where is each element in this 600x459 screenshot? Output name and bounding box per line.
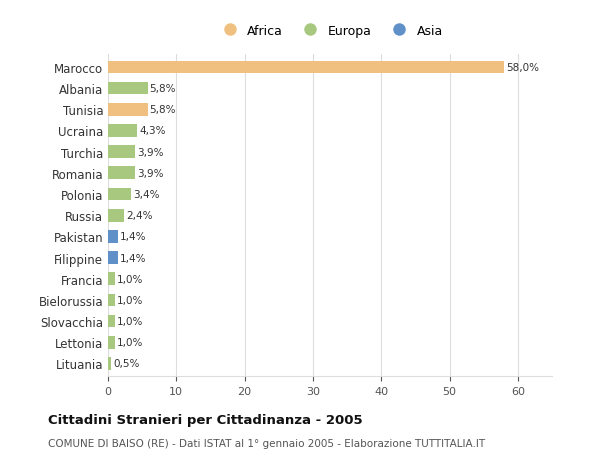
Text: 1,0%: 1,0% — [117, 274, 143, 284]
Bar — [108, 273, 115, 285]
Text: 3,9%: 3,9% — [137, 168, 163, 179]
Text: 1,4%: 1,4% — [119, 253, 146, 263]
Text: 3,4%: 3,4% — [133, 190, 160, 200]
Bar — [108, 146, 134, 159]
Bar — [108, 125, 137, 138]
Bar — [108, 294, 115, 307]
Text: 1,0%: 1,0% — [117, 337, 143, 347]
Bar — [108, 358, 112, 370]
Text: 5,8%: 5,8% — [149, 84, 176, 94]
Bar — [108, 230, 118, 243]
Text: 0,5%: 0,5% — [113, 358, 140, 369]
Legend: Africa, Europa, Asia: Africa, Europa, Asia — [212, 20, 448, 43]
Text: 5,8%: 5,8% — [149, 105, 176, 115]
Bar — [108, 209, 124, 222]
Bar — [108, 336, 115, 349]
Text: 1,0%: 1,0% — [117, 316, 143, 326]
Text: 3,9%: 3,9% — [137, 147, 163, 157]
Bar — [108, 167, 134, 180]
Bar — [108, 83, 148, 95]
Text: 2,4%: 2,4% — [127, 211, 153, 221]
Text: 58,0%: 58,0% — [506, 63, 539, 73]
Text: Cittadini Stranieri per Cittadinanza - 2005: Cittadini Stranieri per Cittadinanza - 2… — [48, 413, 362, 426]
Text: 1,4%: 1,4% — [119, 232, 146, 242]
Text: COMUNE DI BAISO (RE) - Dati ISTAT al 1° gennaio 2005 - Elaborazione TUTTITALIA.I: COMUNE DI BAISO (RE) - Dati ISTAT al 1° … — [48, 438, 485, 448]
Bar — [108, 252, 118, 264]
Text: 4,3%: 4,3% — [139, 126, 166, 136]
Bar — [108, 62, 504, 74]
Bar — [108, 104, 148, 117]
Bar — [108, 188, 131, 201]
Bar — [108, 315, 115, 328]
Text: 1,0%: 1,0% — [117, 295, 143, 305]
